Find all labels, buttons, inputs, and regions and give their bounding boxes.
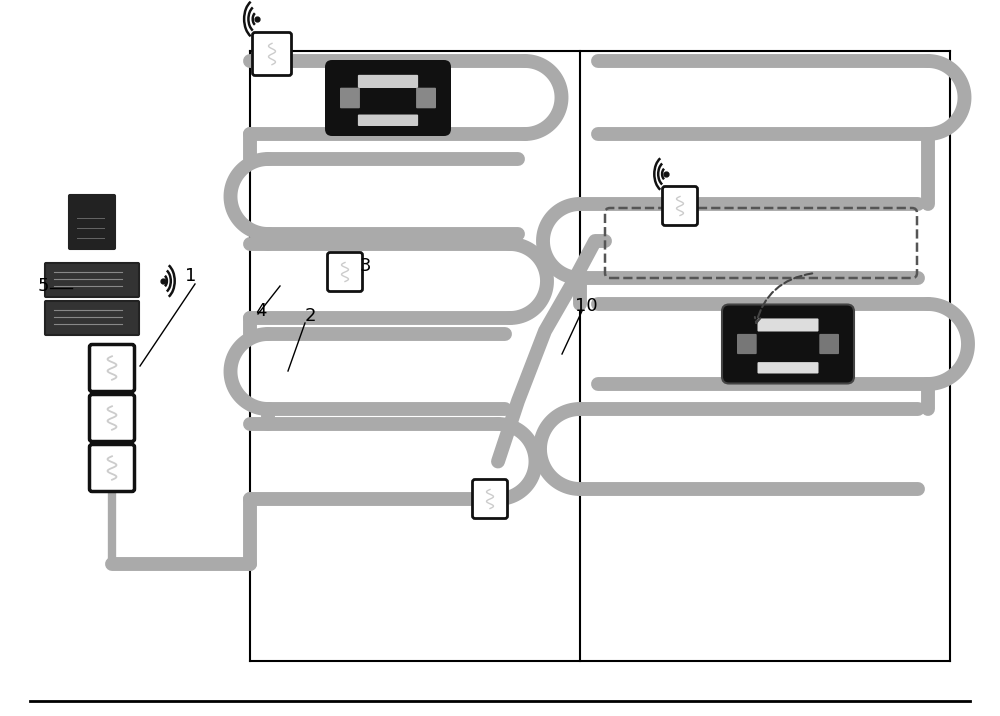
Text: 10: 10 — [575, 297, 598, 315]
FancyBboxPatch shape — [45, 263, 139, 297]
Text: 4: 4 — [255, 302, 266, 320]
Text: 3: 3 — [360, 257, 372, 275]
FancyBboxPatch shape — [325, 60, 451, 136]
FancyBboxPatch shape — [253, 32, 292, 75]
FancyBboxPatch shape — [358, 75, 418, 88]
FancyBboxPatch shape — [340, 87, 360, 108]
Text: 1: 1 — [185, 267, 196, 285]
FancyBboxPatch shape — [758, 319, 818, 332]
FancyBboxPatch shape — [662, 186, 697, 226]
FancyBboxPatch shape — [473, 480, 508, 518]
FancyBboxPatch shape — [90, 395, 135, 442]
FancyBboxPatch shape — [90, 445, 135, 491]
FancyBboxPatch shape — [758, 362, 818, 374]
Text: 2: 2 — [305, 307, 317, 325]
FancyBboxPatch shape — [819, 334, 839, 354]
FancyBboxPatch shape — [69, 195, 115, 249]
Text: 5: 5 — [38, 277, 50, 295]
FancyBboxPatch shape — [358, 115, 418, 126]
FancyBboxPatch shape — [737, 334, 757, 354]
FancyBboxPatch shape — [416, 87, 436, 108]
FancyBboxPatch shape — [90, 344, 135, 392]
FancyBboxPatch shape — [722, 304, 854, 384]
FancyBboxPatch shape — [45, 301, 139, 335]
FancyBboxPatch shape — [328, 253, 363, 291]
